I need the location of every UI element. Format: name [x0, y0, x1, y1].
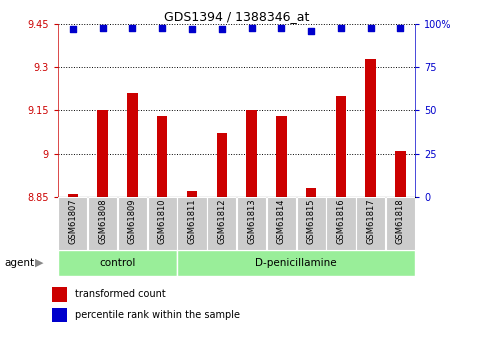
- Bar: [386, 197, 415, 250]
- Bar: [267, 197, 296, 250]
- Text: control: control: [99, 258, 136, 268]
- Bar: [98, 110, 108, 197]
- Point: [218, 27, 226, 32]
- Text: GSM61814: GSM61814: [277, 198, 286, 244]
- Point: [278, 25, 285, 30]
- Bar: [88, 197, 117, 250]
- Text: D-penicillamine: D-penicillamine: [256, 258, 337, 268]
- Bar: [216, 134, 227, 197]
- Text: GSM61816: GSM61816: [337, 198, 345, 244]
- Bar: [297, 197, 326, 250]
- Text: GSM61808: GSM61808: [98, 198, 107, 244]
- Text: GSM61815: GSM61815: [307, 198, 315, 244]
- Text: GSM61817: GSM61817: [366, 198, 375, 244]
- Bar: [187, 191, 197, 197]
- Point: [188, 27, 196, 32]
- Bar: [395, 151, 406, 197]
- Point: [99, 25, 107, 30]
- Text: percentile rank within the sample: percentile rank within the sample: [75, 310, 240, 320]
- Text: GSM61812: GSM61812: [217, 198, 226, 244]
- Text: ▶: ▶: [35, 258, 43, 268]
- Point: [158, 25, 166, 30]
- Bar: [53, 308, 67, 322]
- Text: transformed count: transformed count: [75, 289, 166, 299]
- Bar: [246, 110, 257, 197]
- Bar: [177, 197, 207, 250]
- Bar: [336, 96, 346, 197]
- Point: [128, 25, 136, 30]
- Bar: [53, 287, 67, 302]
- Text: GSM61807: GSM61807: [69, 198, 77, 244]
- Bar: [58, 197, 87, 250]
- Bar: [306, 188, 316, 197]
- Bar: [148, 197, 177, 250]
- Bar: [366, 59, 376, 197]
- Text: agent: agent: [5, 258, 35, 268]
- Bar: [157, 116, 168, 197]
- Bar: [177, 250, 415, 276]
- Point: [367, 25, 375, 30]
- Text: GSM61811: GSM61811: [187, 198, 197, 244]
- Bar: [356, 197, 385, 250]
- Bar: [127, 93, 138, 197]
- Bar: [118, 197, 147, 250]
- Point: [337, 25, 345, 30]
- Text: GSM61809: GSM61809: [128, 198, 137, 244]
- Point: [248, 25, 256, 30]
- Text: GSM61810: GSM61810: [158, 198, 167, 244]
- Bar: [276, 116, 286, 197]
- Text: GSM61813: GSM61813: [247, 198, 256, 244]
- Bar: [207, 197, 236, 250]
- Point: [69, 27, 77, 32]
- Point: [307, 28, 315, 34]
- Title: GDS1394 / 1388346_at: GDS1394 / 1388346_at: [164, 10, 309, 23]
- Bar: [237, 197, 266, 250]
- Bar: [327, 197, 355, 250]
- Text: GSM61818: GSM61818: [396, 198, 405, 244]
- Bar: [68, 194, 78, 197]
- Bar: [58, 250, 177, 276]
- Point: [397, 25, 404, 30]
